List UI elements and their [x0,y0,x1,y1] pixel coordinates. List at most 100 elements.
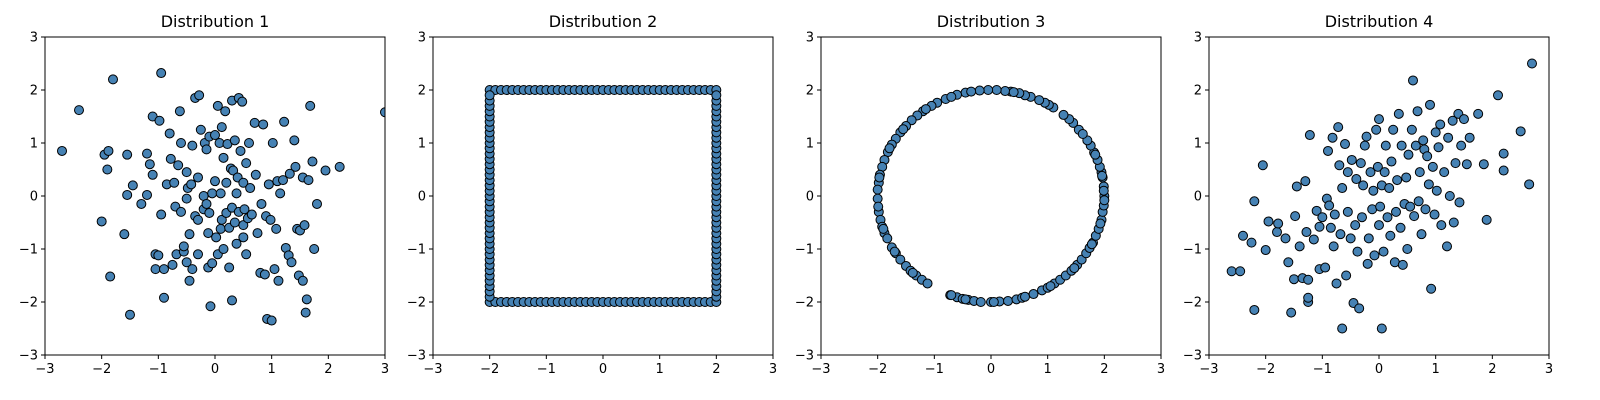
x-tick-label: 3 [1157,362,1165,377]
data-point [235,145,246,156]
data-point [245,183,256,194]
data-point [1290,211,1301,222]
data-point [1289,274,1299,285]
x-tick-label: 0 [599,362,607,377]
data-point [1380,140,1391,151]
data-point [1403,149,1414,160]
data-point [1097,170,1108,181]
data-point [889,246,900,257]
data-point [224,262,235,273]
data-point [1003,295,1013,306]
data-point [1426,283,1437,294]
data-point [1397,259,1408,270]
x-tick-label: −1 [149,362,168,377]
data-point [1376,323,1387,334]
data-point [303,175,314,186]
x-tick-label: −2 [868,362,887,377]
data-point [1448,217,1459,228]
chart-panel-3: Distribution 3 −3 −2 −1 0 1 2 3 −3 −2 −1 0 1 2 3 [795,12,1165,377]
y-tick-label: 3 [418,31,426,46]
data-point [1527,58,1537,69]
data-point [228,165,239,176]
data-point [237,96,248,107]
scatter-points [872,85,1110,307]
data-point [144,159,155,170]
data-point [1379,167,1390,178]
x-tick-label: 3 [381,362,389,377]
data-point [1368,185,1379,196]
data-point [960,294,971,305]
data-point [258,119,269,130]
data-point [186,179,197,190]
data-point [105,271,116,282]
data-point [142,148,152,159]
data-point [96,216,107,227]
data-point [320,165,331,176]
y-tick-label: −1 [1183,243,1202,258]
data-point [156,68,167,79]
data-point [1374,114,1384,125]
data-point [210,176,220,187]
data-point [1077,128,1088,139]
data-point [1454,197,1465,208]
data-point [1386,156,1397,167]
data-point [1429,209,1440,220]
data-point [1090,149,1101,160]
data-point [1291,181,1302,192]
data-point [1354,303,1365,314]
data-point [238,220,249,231]
data-point [974,85,985,96]
data-point [1317,212,1328,223]
data-point [878,223,889,234]
data-point [215,188,226,199]
data-point [1323,145,1333,156]
x-tick-label: 1 [1044,362,1052,377]
y-tick-label: 0 [806,190,814,205]
data-point [195,124,206,135]
x-tick-label: 2 [1488,362,1496,377]
data-point [1430,127,1441,138]
data-point [1273,218,1284,229]
data-point [238,177,249,188]
y-tick-label: 1 [30,137,38,152]
data-point [873,201,884,212]
data-point [184,275,195,286]
data-point [305,100,316,111]
data-point [946,91,957,102]
scatter-points [484,85,722,307]
data-point [975,297,986,307]
data-point [1355,158,1366,169]
data-point [1034,95,1045,106]
data-point [1444,191,1455,201]
data-point [1300,176,1311,187]
data-point [309,244,320,254]
data-point [1099,195,1110,206]
data-point [265,214,276,225]
data-point [1333,122,1344,133]
data-point [1371,124,1382,135]
data-point [215,223,226,234]
y-tick-label: −2 [795,296,814,311]
data-point [1246,237,1257,248]
data-point [1442,241,1452,252]
data-point [1392,175,1403,186]
data-point [267,138,278,148]
data-point [307,156,318,167]
data-point [1303,274,1314,285]
chart-title: Distribution 2 [549,12,658,31]
data-point [176,138,186,148]
data-point [1439,167,1450,178]
data-point [275,188,286,199]
axes-frame [820,36,1162,356]
data-point [991,85,1002,95]
y-tick-label: −3 [19,349,38,364]
data-point [1342,167,1353,178]
data-point [1350,220,1361,231]
data-point [1069,263,1080,274]
chart-panel-2: Distribution 2 −3 −2 −1 0 1 2 3 −3 −2 −1 0 1 2 3 [407,12,777,377]
data-point [1374,220,1384,231]
data-point [142,189,152,200]
data-point [1365,167,1376,178]
data-point [1311,205,1322,216]
data-point [1450,158,1461,169]
